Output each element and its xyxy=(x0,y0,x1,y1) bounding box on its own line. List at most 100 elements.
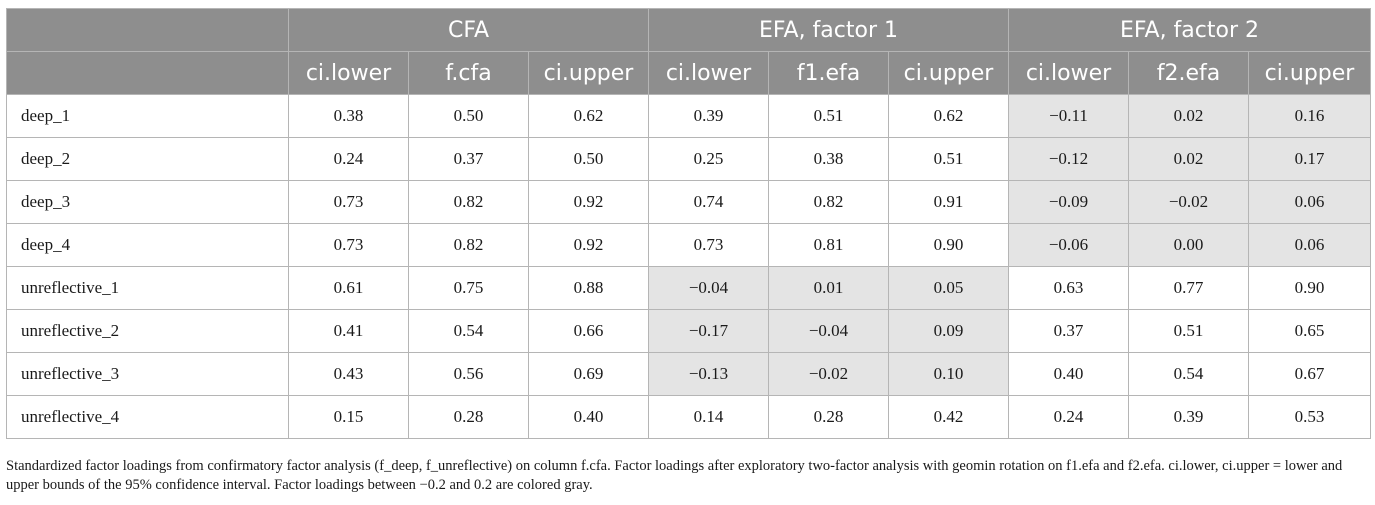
loading-cell: 0.50 xyxy=(408,94,529,138)
loading-cell: 0.02 xyxy=(1128,94,1249,138)
loading-cell: 0.66 xyxy=(528,309,649,353)
table-row: deep_1 0.38 0.50 0.62 0.39 0.51 0.62 −0.11 0.02 0… xyxy=(6,94,1371,138)
table-row: unreflective_3 0.43 0.56 0.69 −0.13 −0.02 0.10… xyxy=(6,352,1371,396)
group-header-efa-factor-2: EFA, factor 2 xyxy=(1008,8,1371,52)
column-header: ci.upper xyxy=(528,51,649,95)
loading-cell: 0.73 xyxy=(288,223,409,267)
column-header: f1.efa xyxy=(768,51,889,95)
loading-cell: 0.41 xyxy=(288,309,409,353)
loading-cell: 0.38 xyxy=(288,94,409,138)
loading-cell: 0.73 xyxy=(288,180,409,224)
loading-cell: 0.40 xyxy=(1008,352,1129,396)
loading-cell: 0.28 xyxy=(408,395,529,439)
loading-cell: 0.15 xyxy=(288,395,409,439)
loading-cell: 0.05 xyxy=(888,266,1009,310)
table-row: deep_2 0.24 0.37 0.50 0.25 0.38 0.51 −0.12 0.02 0… xyxy=(6,137,1371,181)
row-label: unreflective_4 xyxy=(6,395,289,439)
loading-cell: −0.02 xyxy=(768,352,889,396)
table-row: deep_3 0.73 0.82 0.92 0.74 0.82 0.91 −0.09 −0.02… xyxy=(6,180,1371,224)
loading-cell: 0.39 xyxy=(648,94,769,138)
column-header: f.cfa xyxy=(408,51,529,95)
loading-cell: 0.51 xyxy=(888,137,1009,181)
loading-cell: −0.09 xyxy=(1008,180,1129,224)
loading-cell: −0.17 xyxy=(648,309,769,353)
loading-cell: 0.28 xyxy=(768,395,889,439)
loading-cell: 0.54 xyxy=(408,309,529,353)
loading-cell: −0.02 xyxy=(1128,180,1249,224)
row-label: deep_3 xyxy=(6,180,289,224)
loading-cell: 0.10 xyxy=(888,352,1009,396)
column-header: ci.upper xyxy=(1248,51,1371,95)
loading-cell: 0.56 xyxy=(408,352,529,396)
corner-cell xyxy=(6,8,289,52)
loading-cell: 0.82 xyxy=(768,180,889,224)
loading-cell: −0.13 xyxy=(648,352,769,396)
loading-cell: 0.37 xyxy=(408,137,529,181)
loading-cell: −0.04 xyxy=(648,266,769,310)
loading-cell: 0.09 xyxy=(888,309,1009,353)
loading-cell: 0.37 xyxy=(1008,309,1129,353)
loading-cell: 0.90 xyxy=(1248,266,1371,310)
group-header-cfa: CFA xyxy=(288,8,649,52)
loading-cell: 0.92 xyxy=(528,223,649,267)
table-body: deep_1 0.38 0.50 0.62 0.39 0.51 0.62 −0.11 0.02 0… xyxy=(6,94,1371,439)
loading-cell: 0.92 xyxy=(528,180,649,224)
table-row: unreflective_2 0.41 0.54 0.66 −0.17 −0.04 0.09… xyxy=(6,309,1371,353)
column-header: ci.upper xyxy=(888,51,1009,95)
loading-cell: 0.14 xyxy=(648,395,769,439)
group-header-efa-factor-1: EFA, factor 1 xyxy=(648,8,1009,52)
loading-cell: 0.53 xyxy=(1248,395,1371,439)
corner-cell xyxy=(6,51,289,95)
row-label: deep_1 xyxy=(6,94,289,138)
loading-cell: 0.75 xyxy=(408,266,529,310)
column-header: ci.lower xyxy=(648,51,769,95)
loading-cell: 0.01 xyxy=(768,266,889,310)
loading-cell: 0.00 xyxy=(1128,223,1249,267)
loading-cell: 0.65 xyxy=(1248,309,1371,353)
loading-cell: −0.06 xyxy=(1008,223,1129,267)
loading-cell: 0.25 xyxy=(648,137,769,181)
loading-cell: 0.54 xyxy=(1128,352,1249,396)
column-header: ci.lower xyxy=(1008,51,1129,95)
loading-cell: 0.81 xyxy=(768,223,889,267)
loading-cell: 0.06 xyxy=(1248,223,1371,267)
table-row: unreflective_1 0.61 0.75 0.88 −0.04 0.01 0.05 0… xyxy=(6,266,1371,310)
row-label: unreflective_2 xyxy=(6,309,289,353)
loading-cell: 0.38 xyxy=(768,137,889,181)
loading-cell: −0.04 xyxy=(768,309,889,353)
loading-cell: 0.51 xyxy=(1128,309,1249,353)
loading-cell: 0.06 xyxy=(1248,180,1371,224)
loading-cell: 0.73 xyxy=(648,223,769,267)
loading-cell: 0.91 xyxy=(888,180,1009,224)
row-label: unreflective_3 xyxy=(6,352,289,396)
loading-cell: 0.77 xyxy=(1128,266,1249,310)
loading-cell: 0.40 xyxy=(528,395,649,439)
loading-cell: 0.67 xyxy=(1248,352,1371,396)
loading-cell: 0.69 xyxy=(528,352,649,396)
loading-cell: 0.62 xyxy=(528,94,649,138)
column-header: f2.efa xyxy=(1128,51,1249,95)
loading-cell: 0.62 xyxy=(888,94,1009,138)
loading-cell: 0.17 xyxy=(1248,137,1371,181)
loading-cell: 0.82 xyxy=(408,180,529,224)
loading-cell: 0.63 xyxy=(1008,266,1129,310)
factor-loadings-table: CFA EFA, factor 1 EFA, factor 2 ci.lower… xyxy=(6,8,1371,439)
loading-cell: 0.61 xyxy=(288,266,409,310)
loading-cell: 0.24 xyxy=(1008,395,1129,439)
loading-cell: 0.43 xyxy=(288,352,409,396)
column-header-row: ci.lower f.cfa ci.upper ci.lower f1.efa … xyxy=(6,51,1371,95)
loading-cell: −0.11 xyxy=(1008,94,1129,138)
loading-cell: 0.50 xyxy=(528,137,649,181)
loading-cell: 0.88 xyxy=(528,266,649,310)
loading-cell: 0.16 xyxy=(1248,94,1371,138)
column-header: ci.lower xyxy=(288,51,409,95)
loading-cell: 0.51 xyxy=(768,94,889,138)
row-label: unreflective_1 xyxy=(6,266,289,310)
row-label: deep_4 xyxy=(6,223,289,267)
loading-cell: 0.02 xyxy=(1128,137,1249,181)
loading-cell: 0.74 xyxy=(648,180,769,224)
group-header-row: CFA EFA, factor 1 EFA, factor 2 xyxy=(6,8,1371,52)
table-header: CFA EFA, factor 1 EFA, factor 2 ci.lower… xyxy=(6,8,1371,95)
loading-cell: 0.90 xyxy=(888,223,1009,267)
loading-cell: 0.82 xyxy=(408,223,529,267)
